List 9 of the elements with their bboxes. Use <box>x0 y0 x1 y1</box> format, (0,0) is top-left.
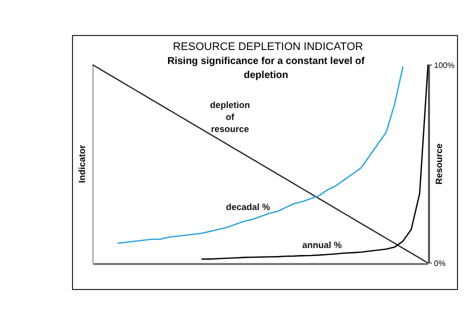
y-axis-title: Indicator <box>77 144 87 184</box>
y-tick-label: 100% <box>434 60 454 70</box>
y-tick-label: 0% <box>434 258 446 268</box>
series-label: annual % <box>302 240 342 250</box>
series-label: decadal % <box>226 202 270 212</box>
chart-title: RESOURCE DEPLETION INDICATOR <box>172 41 364 53</box>
chart-subtitle: Rising significance for a constant level of depletion <box>167 56 366 81</box>
series-label: depletion of resource <box>210 100 250 134</box>
y2-axis-title: Resource <box>434 143 444 185</box>
